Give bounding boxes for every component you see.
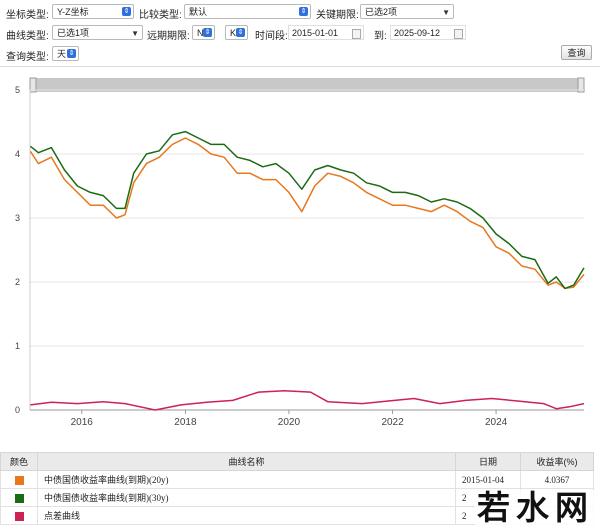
x-tick-label: 2022 — [381, 417, 404, 428]
swatch-orange — [14, 475, 24, 485]
end-date-value: 2025-09-12 — [394, 28, 441, 38]
col-header-color: 颜色 — [0, 452, 38, 471]
col-header-date: 日期 — [455, 452, 521, 471]
series-line-30y — [29, 130, 585, 290]
y-tick-label: 5 — [15, 85, 20, 95]
key-term-label: 关键期限: — [316, 10, 359, 21]
dropdown-triangle-icon: ▼ — [442, 8, 450, 17]
yield-cell: 4.0367 — [520, 470, 594, 489]
end-date-input[interactable]: 2025-09-12 — [390, 25, 466, 40]
swatch-green — [14, 493, 24, 503]
select-arrow-icon: ⇕ — [299, 7, 308, 16]
to-label: 到: — [374, 31, 387, 42]
color-cell — [0, 488, 38, 507]
divider — [0, 66, 600, 67]
y-tick-label: 0 — [15, 405, 20, 415]
swatch-red — [14, 511, 24, 521]
series-line-spread — [30, 390, 585, 411]
key-term-select[interactable]: 已选2项 ▼ — [360, 4, 454, 19]
key-term-value: 已选2项 — [365, 7, 398, 17]
compare-type-select[interactable]: 默认 ⇕ — [184, 4, 311, 19]
color-cell — [0, 506, 38, 525]
series-line-20y — [29, 137, 585, 290]
query-type-select[interactable]: 天 ⇕ — [52, 46, 79, 61]
coord-type-value: Y-Z坐标 — [57, 7, 89, 17]
select-arrow-icon: ⇕ — [122, 7, 131, 16]
curve-type-label: 曲线类型: — [6, 31, 49, 42]
coord-type-select[interactable]: Y-Z坐标 ⇕ — [52, 4, 134, 19]
compare-type-label: 比较类型: — [139, 10, 182, 21]
col-header-name: 曲线名称 — [37, 452, 456, 471]
calendar-icon[interactable] — [454, 29, 463, 39]
start-date-input[interactable]: 2015-01-01 — [288, 25, 364, 40]
query-type-value: 天 — [57, 49, 67, 59]
series-name-cell: 中债国债收益率曲线(到期)(30y) — [37, 488, 456, 507]
dropdown-triangle-icon: ▼ — [131, 29, 139, 38]
y-axis: 0 1 2 3 4 5 — [15, 85, 20, 415]
query-button[interactable]: 查询 — [561, 45, 592, 60]
select-arrow-icon: ⇕ — [203, 28, 212, 37]
range-handle-left[interactable] — [29, 77, 37, 93]
y-tick-label: 2 — [15, 277, 20, 287]
select-arrow-icon: ⇕ — [236, 28, 245, 37]
series-name-cell: 中债国债收益率曲线(到期)(20y) — [37, 470, 456, 489]
curve-type-select[interactable]: 已选1项 ▼ — [52, 25, 143, 40]
table-row: 中债国债收益率曲线(到期)(20y) 2015-01-04 4.0367 — [0, 470, 594, 489]
range-navigator-bar[interactable] — [30, 78, 584, 92]
x-tick-label: 2024 — [485, 417, 508, 428]
x-tick-label: 2020 — [278, 417, 301, 428]
y-tick-label: 3 — [15, 213, 20, 223]
forward-term-label: 远期期限: — [147, 31, 190, 42]
period-label: 时间段: — [255, 31, 288, 42]
coord-type-label: 坐标类型: — [6, 10, 49, 21]
x-tick-label: 2016 — [71, 417, 94, 428]
calendar-icon[interactable] — [352, 29, 361, 39]
y-tick-label: 1 — [15, 341, 20, 351]
series-lines — [29, 130, 585, 411]
yield-chart: 0 1 2 3 4 5 2016 2018 2020 2022 2024 — [15, 77, 585, 428]
range-handle-right[interactable] — [577, 77, 585, 93]
watermark-text: 若水网 — [475, 488, 596, 527]
forward-n-select[interactable]: N ⇕ — [192, 25, 215, 40]
forward-k-value: K — [230, 28, 237, 38]
select-arrow-icon: ⇕ — [67, 49, 76, 58]
forward-n-value: N — [197, 28, 204, 38]
series-name-cell: 点差曲线 — [37, 506, 456, 525]
forward-k-select[interactable]: K ⇕ — [225, 25, 248, 40]
date-cell: 2015-01-04 — [455, 470, 521, 489]
x-tick-label: 2018 — [174, 417, 197, 428]
curve-type-value: 已选1项 — [57, 28, 90, 38]
grid-lines — [29, 89, 584, 411]
color-cell — [0, 470, 38, 489]
compare-type-value: 默认 — [189, 7, 208, 17]
x-axis: 2016 2018 2020 2022 2024 — [71, 410, 508, 428]
y-tick-label: 4 — [15, 149, 20, 159]
start-date-value: 2015-01-01 — [292, 28, 339, 38]
query-type-label: 查询类型: — [6, 52, 49, 63]
col-header-yield: 收益率(%) — [520, 452, 594, 471]
